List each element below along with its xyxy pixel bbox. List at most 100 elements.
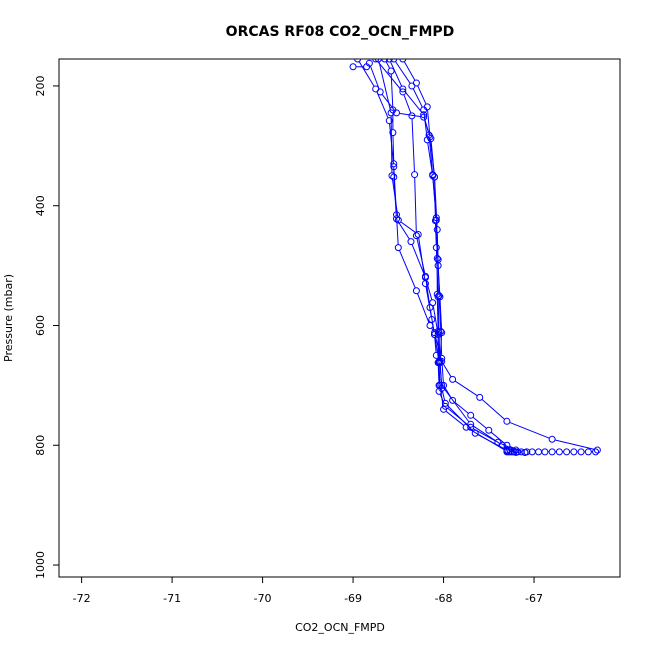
series-segment: [434, 179, 436, 218]
data-point: [433, 226, 441, 234]
data-point: [354, 59, 362, 63]
series-9: [349, 63, 371, 71]
series-segment: [437, 268, 441, 294]
series-segment: [404, 90, 423, 113]
data-point: [435, 329, 443, 337]
data-point: [431, 330, 439, 338]
series-segment: [392, 135, 395, 161]
data-point: [376, 88, 384, 96]
series-segment: [439, 335, 443, 359]
data-point: [412, 287, 420, 295]
data-point: [476, 393, 484, 401]
x-tick-label: -71: [163, 592, 181, 605]
series-segment: [439, 365, 443, 386]
data-point: [507, 448, 515, 456]
series-segment: [378, 61, 391, 111]
x-tick-label: -72: [73, 592, 91, 605]
y-tick-label: 1000: [34, 551, 47, 579]
data-point: [390, 173, 398, 181]
data-point: [385, 59, 393, 63]
series-segment: [399, 250, 416, 289]
series-segment: [428, 137, 433, 172]
data-point: [503, 448, 511, 456]
x-tick-label: -70: [254, 592, 272, 605]
series-segment: [447, 405, 474, 432]
series-segment: [390, 115, 393, 173]
data-point: [514, 448, 522, 456]
series-segment: [427, 142, 433, 173]
data-point: [387, 109, 395, 117]
series-segment: [435, 250, 439, 294]
series-segment: [431, 322, 435, 332]
series-segment: [437, 299, 440, 330]
data-point: [523, 448, 531, 456]
series-segment: [418, 237, 426, 281]
data-point: [429, 299, 437, 307]
data-point: [503, 417, 511, 425]
series-segment: [509, 421, 550, 439]
data-point: [414, 230, 422, 238]
data-point: [438, 384, 446, 392]
series-segment: [376, 91, 389, 119]
data-point: [438, 329, 446, 337]
data-point: [510, 448, 518, 456]
data-point: [349, 63, 357, 71]
data-point: [548, 435, 556, 443]
series-segment: [439, 299, 443, 330]
data-point: [393, 109, 401, 117]
data-point: [385, 117, 393, 125]
data-point: [412, 79, 420, 87]
series-segment: [430, 141, 435, 175]
series-segment: [436, 232, 439, 263]
data-point: [427, 135, 435, 143]
data-point: [570, 448, 578, 456]
data-point: [407, 238, 415, 246]
data-point: [555, 448, 563, 456]
data-point: [434, 359, 442, 367]
series-segment: [454, 401, 469, 414]
series-segment: [395, 61, 411, 84]
data-point: [584, 448, 592, 456]
series-segment: [411, 118, 415, 172]
series-segment: [442, 363, 452, 378]
series-segment: [454, 380, 478, 397]
x-tick-label: -67: [525, 592, 543, 605]
series-segment: [500, 442, 514, 450]
series-segment: [472, 416, 487, 429]
data-point: [388, 172, 396, 180]
data-point: [420, 113, 428, 121]
chart-title: ORCAS RF08 CO2_OCN_FMPD: [226, 24, 455, 40]
data-point: [563, 448, 571, 456]
series-segment: [397, 221, 410, 240]
data-point: [421, 280, 429, 288]
data-point: [592, 448, 600, 456]
data-point: [394, 216, 402, 224]
data-point: [411, 171, 419, 179]
data-point: [577, 448, 585, 456]
data-point: [467, 411, 475, 419]
data-point: [363, 63, 371, 71]
plot-frame: [58, 58, 621, 578]
series-segment: [424, 119, 431, 136]
data-point: [432, 351, 440, 359]
data-point: [381, 59, 389, 63]
data-point: [434, 262, 442, 270]
data-point: [394, 244, 402, 252]
y-axis-label: Pressure (mbar): [2, 274, 15, 362]
data-point: [399, 59, 407, 63]
x-axis: -72 -71 -70 -69 -68 -67: [73, 577, 543, 605]
series-segment: [425, 280, 433, 300]
series-segment: [472, 425, 501, 445]
data-point: [508, 448, 516, 456]
series-segment: [400, 221, 417, 234]
series-segment: [438, 298, 442, 329]
data-point: [399, 85, 407, 93]
y-tick-label: 200: [34, 75, 47, 96]
x-tick-label: -69: [344, 592, 362, 605]
series-segment: [554, 439, 595, 450]
data-point: [471, 429, 479, 437]
data-point: [393, 215, 401, 223]
data-point: [434, 293, 442, 301]
data-point: [517, 448, 525, 456]
